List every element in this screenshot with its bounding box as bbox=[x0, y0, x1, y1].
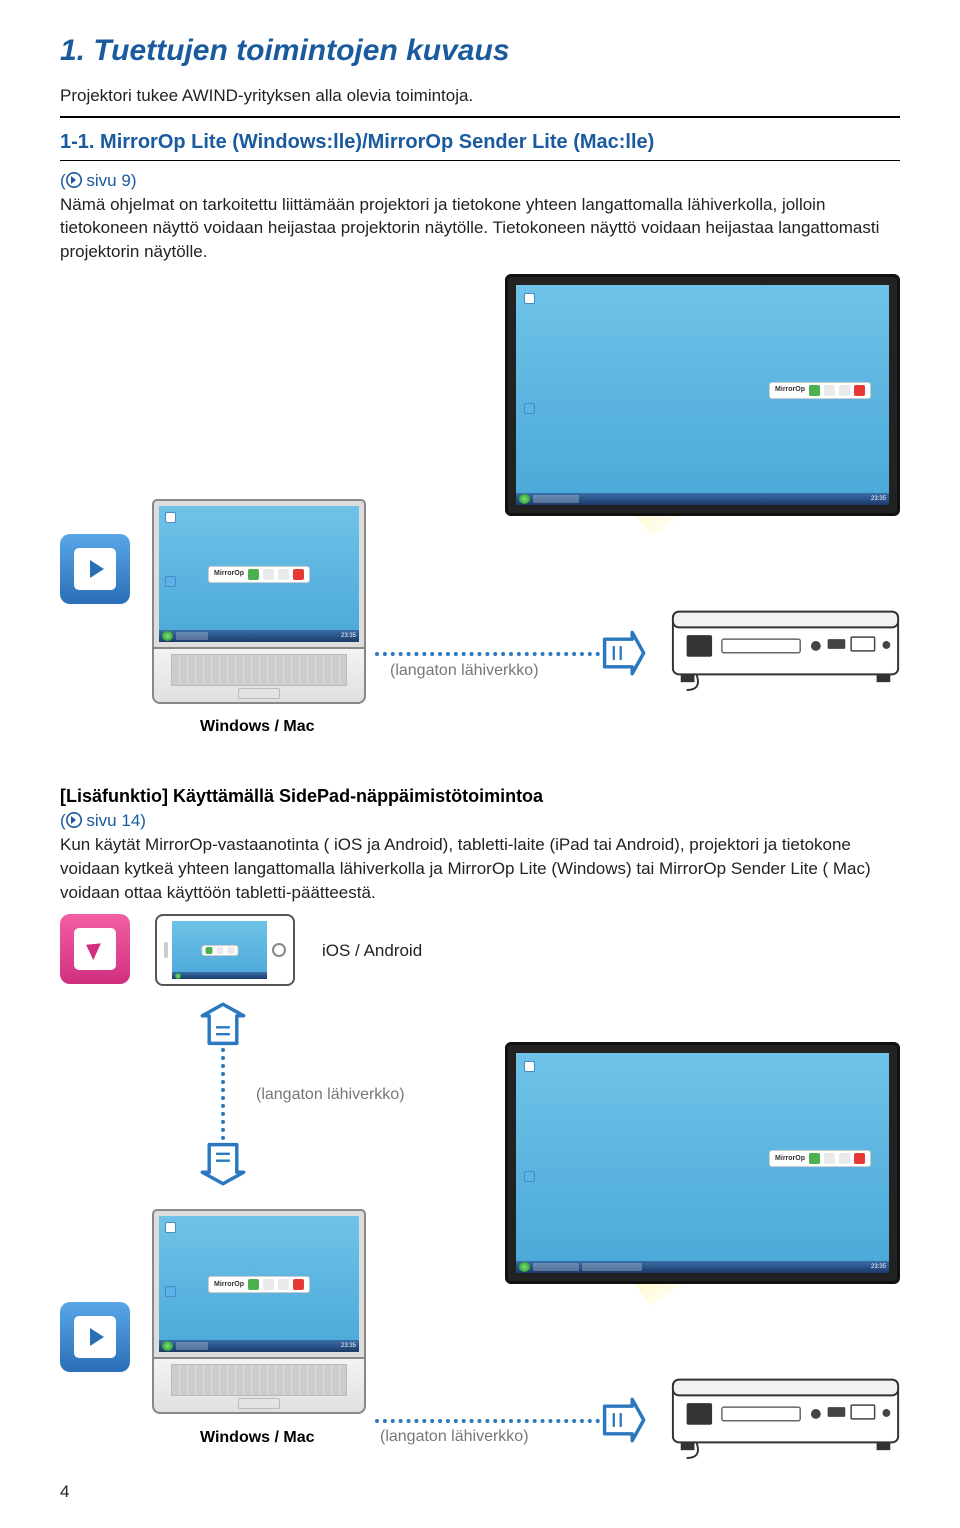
app-bar-label: MirrorOp bbox=[214, 569, 244, 579]
diagram-2: iOS / Android (langaton lähiverkko) Mirr… bbox=[60, 914, 900, 1474]
stop-icon bbox=[839, 385, 850, 396]
home-button-icon bbox=[272, 943, 286, 957]
section2-title-line: [Lisäfunktio] Käyttämällä SidePad-näppäi… bbox=[60, 784, 900, 809]
arrow-up-icon bbox=[200, 1002, 246, 1048]
app-control-bar: MirrorOp bbox=[769, 1150, 871, 1167]
section2-body: Kun käytät MirrorOp-vastaanotinta ( iOS … bbox=[60, 833, 900, 904]
arrow-right-icon bbox=[600, 1397, 646, 1443]
laptop-device-2: MirrorOp 23:35 bbox=[152, 1209, 366, 1414]
page-number: 4 bbox=[60, 1480, 900, 1504]
app-bar-label: MirrorOp bbox=[775, 385, 805, 395]
app-tile-mirrorop-blue bbox=[60, 534, 130, 604]
app-tile-mirrorop-blue-2 bbox=[60, 1302, 130, 1372]
divider-thin bbox=[60, 160, 900, 161]
app-bar-label: MirrorOp bbox=[214, 1280, 244, 1290]
taskbar: 23:35 bbox=[516, 493, 889, 505]
start-button-icon bbox=[519, 494, 530, 504]
section1-body: Nämä ohjelmat on tarkoitettu liittämään … bbox=[60, 193, 900, 264]
connection-line-v bbox=[221, 1048, 225, 1140]
pageref-icon bbox=[66, 812, 82, 828]
app-control-bar: MirrorOp bbox=[769, 382, 871, 399]
projected-screen: MirrorOp 23:35 bbox=[505, 274, 900, 516]
arrow-right-icon bbox=[600, 630, 646, 676]
divider-thick bbox=[60, 116, 900, 118]
connection-line-2 bbox=[375, 1419, 600, 1423]
app-tile-mirrorop-pink bbox=[60, 914, 130, 984]
wireless-label-2: (langaton lähiverkko) bbox=[256, 1084, 405, 1106]
page-ref-2: ( sivu 14) bbox=[60, 809, 900, 833]
wireless-label-3: (langaton lähiverkko) bbox=[380, 1426, 529, 1448]
play-icon bbox=[809, 385, 820, 396]
projector-device bbox=[669, 594, 904, 692]
wireless-label-1: (langaton lähiverkko) bbox=[390, 660, 539, 682]
cursor-icon bbox=[86, 939, 106, 960]
page-ref-1-text: sivu 9 bbox=[86, 171, 130, 190]
play-icon bbox=[90, 560, 104, 578]
subsection-heading: 1-1. MirrorOp Lite (Windows:lle)/MirrorO… bbox=[60, 128, 900, 156]
phone-label: iOS / Android bbox=[322, 939, 422, 963]
phone-device bbox=[155, 914, 295, 986]
diagram-1: MirrorOp 23:35 bbox=[60, 274, 900, 784]
arrow-down-icon bbox=[200, 1140, 246, 1186]
subsection-number: 1-1. bbox=[60, 131, 94, 153]
connection-line-1 bbox=[375, 652, 600, 656]
section-heading: 1. Tuettujen toimintojen kuvaus bbox=[60, 30, 900, 72]
subsection-title: MirrorOp Lite (Windows:lle)/MirrorOp Sen… bbox=[100, 131, 654, 153]
intro-text: Projektori tukee AWIND-yrityksen alla ol… bbox=[60, 84, 900, 108]
close-icon bbox=[854, 385, 865, 396]
projector-device-2 bbox=[669, 1362, 904, 1460]
laptop-label-1: Windows / Mac bbox=[200, 716, 315, 738]
pause-icon bbox=[824, 385, 835, 396]
section2-title: [Lisäfunktio] Käyttämällä SidePad-näppäi… bbox=[60, 786, 543, 806]
laptop-device: MirrorOp 23:35 bbox=[152, 499, 366, 704]
page-ref-2-text: sivu 14 bbox=[86, 811, 140, 830]
laptop-label-2: Windows / Mac bbox=[200, 1427, 315, 1449]
app-bar-label: MirrorOp bbox=[775, 1154, 805, 1164]
page-ref-1: ( sivu 9) bbox=[60, 169, 900, 193]
projected-screen-2: MirrorOp 23:35 bbox=[505, 1042, 900, 1284]
play-icon bbox=[90, 1328, 104, 1346]
pageref-icon bbox=[66, 172, 82, 188]
